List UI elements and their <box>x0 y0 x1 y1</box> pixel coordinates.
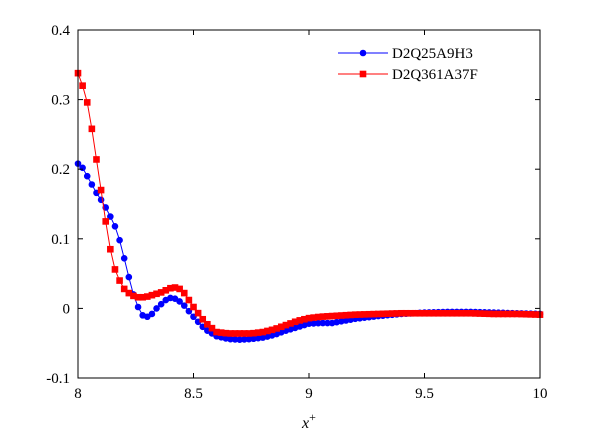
data-point <box>79 82 86 89</box>
data-point <box>134 303 142 311</box>
ticks-layer: 8 8.5 9 9.5 10 -0.1 0 0.1 0.2 0.3 0.4 <box>46 23 547 402</box>
data-point <box>180 289 188 297</box>
series-2 <box>74 69 544 337</box>
data-point <box>88 181 96 188</box>
y-tick-label: 0 <box>63 301 71 317</box>
data-point <box>107 213 114 220</box>
y-tick-label: 0.2 <box>51 162 70 178</box>
data-point <box>116 236 123 244</box>
legend: D2Q25A9H3 D2Q361A37F <box>330 40 530 86</box>
data-point <box>83 172 91 180</box>
legend-label: D2Q361A37F <box>392 67 478 83</box>
data-point <box>176 285 183 293</box>
legend-marker <box>359 49 367 57</box>
y-tick-label: 0.1 <box>51 232 70 248</box>
data-point <box>120 254 128 262</box>
data-point <box>88 125 96 133</box>
data-point <box>176 298 183 305</box>
data-point <box>199 315 207 323</box>
data-point <box>107 245 114 253</box>
data-point <box>171 295 179 302</box>
x-tick-label: 9 <box>305 386 313 402</box>
y-tick-label: -0.1 <box>46 371 70 387</box>
data-point <box>153 305 160 312</box>
data-point <box>144 313 151 321</box>
legend-label: D2Q25A9H3 <box>392 46 473 62</box>
legend-box <box>330 40 530 86</box>
data-point <box>208 324 216 332</box>
data-point <box>79 164 86 172</box>
x-tick-label: 8.5 <box>184 386 203 402</box>
data-point <box>185 296 193 304</box>
data-point <box>83 99 91 106</box>
data-point <box>93 156 100 163</box>
x-axis-label: x+ <box>301 410 316 432</box>
x-tick-label: 9.5 <box>415 386 434 402</box>
data-point <box>190 303 197 311</box>
data-point <box>116 277 123 284</box>
data-point <box>111 266 119 273</box>
data-point <box>204 320 211 328</box>
marks-layer <box>74 69 544 344</box>
x-tick-label: 8 <box>74 386 82 402</box>
data-point <box>111 222 119 230</box>
legend-marker <box>359 70 367 78</box>
data-point <box>120 285 128 293</box>
data-point <box>125 273 133 281</box>
data-point <box>157 300 165 308</box>
x-tick-label: 10 <box>533 386 548 402</box>
y-tick-label: 0.4 <box>51 23 70 39</box>
data-point <box>102 218 110 225</box>
data-point <box>194 309 202 317</box>
data-point <box>97 186 105 194</box>
data-point <box>180 302 188 309</box>
data-point <box>148 310 156 318</box>
y-tick-label: 0.3 <box>51 93 70 109</box>
